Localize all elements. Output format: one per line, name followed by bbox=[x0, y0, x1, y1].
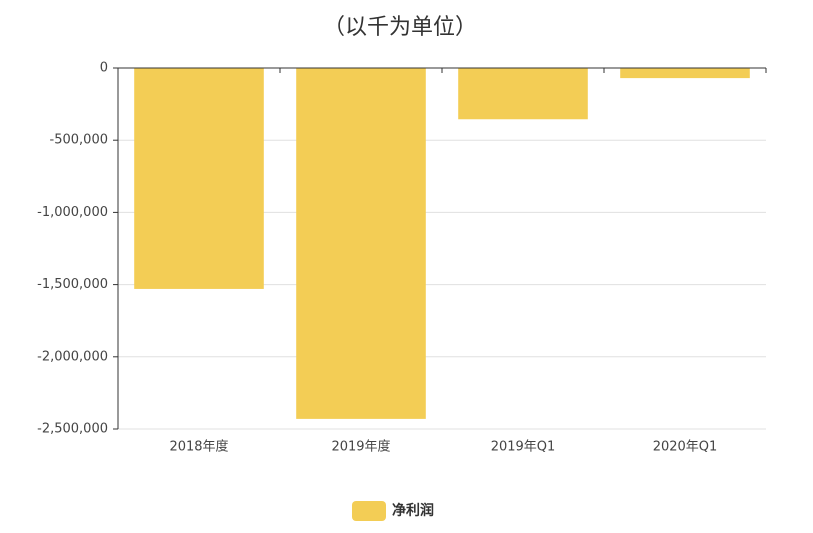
y-tick-label: -1,000,000 bbox=[37, 205, 108, 220]
y-tick-label: -2,500,000 bbox=[37, 422, 108, 437]
x-tick-label: 2019年Q1 bbox=[491, 440, 556, 455]
y-tick-label: -1,500,000 bbox=[37, 277, 108, 292]
y-tick-label: -500,000 bbox=[50, 133, 108, 148]
y-tick-label: 0 bbox=[100, 61, 108, 76]
legend-label: 净利润 bbox=[392, 502, 434, 519]
bar bbox=[134, 68, 264, 289]
legend-swatch bbox=[352, 501, 386, 521]
y-tick-label: -2,000,000 bbox=[37, 349, 108, 364]
x-tick-label: 2020年Q1 bbox=[653, 440, 718, 455]
bar bbox=[296, 68, 426, 419]
chart-title: （以千为单位） bbox=[323, 15, 477, 40]
x-tick-label: 2019年度 bbox=[331, 439, 390, 455]
bar bbox=[458, 68, 588, 120]
x-tick-label: 2018年度 bbox=[169, 439, 228, 455]
bar bbox=[620, 68, 750, 79]
